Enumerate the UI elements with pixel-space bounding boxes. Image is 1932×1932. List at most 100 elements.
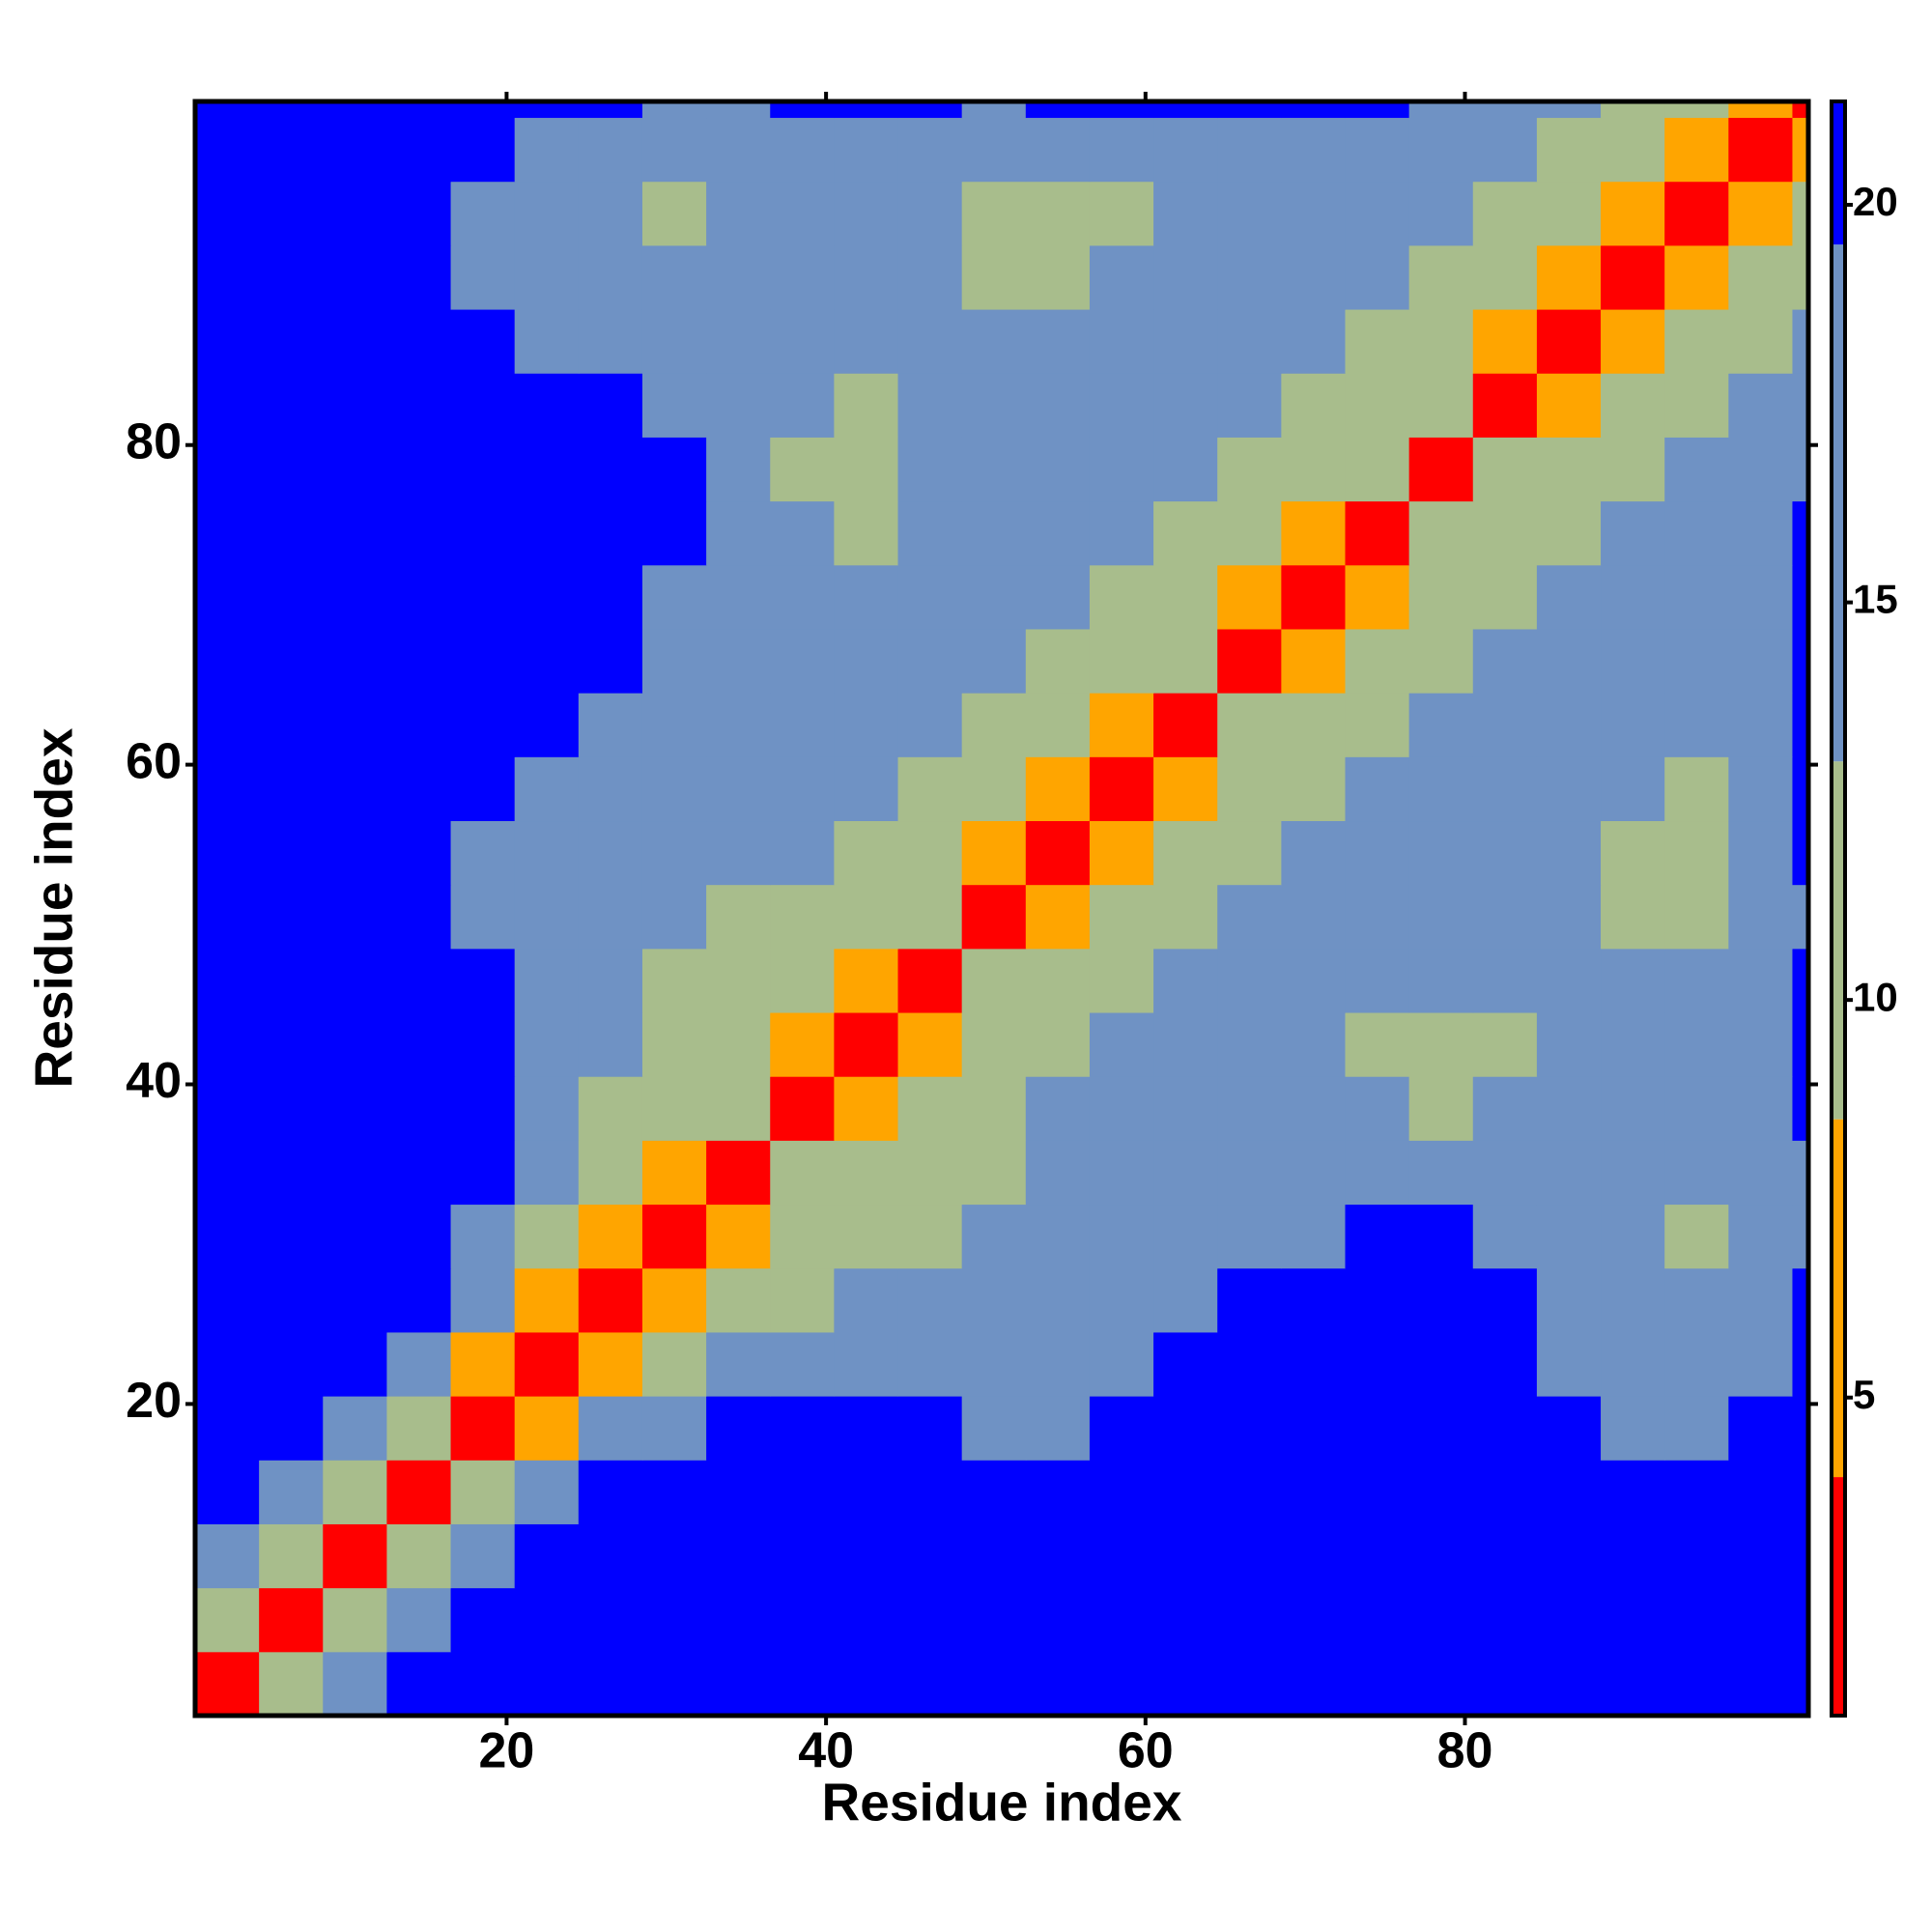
heatmap-cell — [259, 373, 324, 438]
heatmap-cell — [1153, 948, 1218, 1013]
heatmap-cell — [450, 693, 516, 757]
heatmap-cell — [1728, 820, 1793, 886]
heatmap-cell — [1792, 628, 1809, 694]
colorbar-band — [1832, 244, 1845, 762]
heatmap-cell — [1408, 101, 1474, 119]
heatmap-cell — [770, 1396, 835, 1461]
heatmap-cell — [1472, 948, 1538, 1013]
heatmap-cell — [259, 756, 324, 822]
heatmap-cell — [1153, 1587, 1218, 1653]
heatmap-cell — [514, 181, 580, 246]
heatmap-cell — [386, 117, 452, 183]
heatmap-cell — [897, 1140, 963, 1206]
heatmap-cell — [1217, 1587, 1282, 1653]
heatmap-cell — [1792, 1012, 1809, 1077]
heatmap-cell — [706, 1651, 771, 1717]
heatmap-cell — [578, 820, 643, 886]
heatmap-cell — [1472, 564, 1538, 630]
heatmap-cell — [514, 756, 580, 822]
heatmap-cell — [834, 1140, 899, 1206]
heatmap-cell — [706, 244, 771, 310]
heatmap-cell — [1792, 1523, 1809, 1589]
heatmap-cell — [1472, 309, 1538, 374]
heatmap-cell — [578, 101, 643, 119]
heatmap-cell — [1408, 1331, 1474, 1397]
heatmap-cell — [961, 884, 1027, 950]
heatmap-cell — [1025, 181, 1091, 246]
heatmap-cell — [386, 948, 452, 1013]
heatmap-cell — [834, 756, 899, 822]
heatmap-cell — [1217, 1140, 1282, 1206]
heatmap-cell — [706, 101, 771, 119]
heatmap-cell — [1345, 1267, 1410, 1333]
heatmap-cell — [259, 1396, 324, 1461]
heatmap-cell — [1281, 437, 1346, 502]
heatmap-cell — [450, 1012, 516, 1077]
heatmap-cell — [514, 500, 580, 566]
heatmap-cell — [259, 948, 324, 1013]
heatmap-cell — [1664, 117, 1729, 183]
heatmap-cell — [897, 1523, 963, 1589]
heatmap-cell — [897, 948, 963, 1013]
heatmap-cell — [1281, 1012, 1346, 1077]
heatmap-cell — [897, 181, 963, 246]
heatmap-cell — [706, 1140, 771, 1206]
heatmap-cell — [514, 373, 580, 438]
heatmap-cell — [897, 884, 963, 950]
heatmap-cell — [323, 1076, 387, 1141]
heatmap-cell — [834, 1331, 899, 1397]
heatmap-cell — [1601, 1523, 1665, 1589]
heatmap-cell — [195, 181, 260, 246]
heatmap-cell — [1089, 1460, 1154, 1524]
heatmap-cell — [323, 1140, 387, 1206]
heatmap-cell — [706, 948, 771, 1013]
heatmap-cell — [323, 1204, 387, 1269]
heatmap-cell — [1472, 1267, 1538, 1333]
heatmap-cell — [1345, 181, 1410, 246]
heatmap-cell — [706, 373, 771, 438]
heatmap-cell — [195, 1460, 260, 1524]
heatmap-cell — [1536, 756, 1602, 822]
colorbar-band — [1832, 1477, 1845, 1716]
heatmap-cell — [834, 1651, 899, 1717]
heatmap-cell — [770, 756, 835, 822]
heatmap-cell — [259, 1651, 324, 1717]
heatmap-cell — [1345, 309, 1410, 374]
heatmap-cell — [897, 500, 963, 566]
heatmap-cell — [1601, 820, 1665, 886]
heatmap-cell — [1345, 244, 1410, 310]
heatmap-cell — [1664, 437, 1729, 502]
heatmap-cell — [1472, 1012, 1538, 1077]
heatmap-cell — [641, 1523, 707, 1589]
heatmap-cell — [1345, 117, 1410, 183]
heatmap-cell — [578, 1012, 643, 1077]
heatmap-cell — [259, 117, 324, 183]
heatmap-cell — [1728, 564, 1793, 630]
heatmap-cell — [450, 500, 516, 566]
heatmap-cell — [1664, 1523, 1729, 1589]
heatmap-cell — [1601, 756, 1665, 822]
heatmap-cell — [386, 820, 452, 886]
heatmap-cell — [1408, 948, 1474, 1013]
heatmap-cell — [1217, 1331, 1282, 1397]
heatmap-cell — [1089, 101, 1154, 119]
heatmap-cell — [1345, 884, 1410, 950]
heatmap-cell — [897, 1076, 963, 1141]
colorbar-tick-label: 20 — [1853, 179, 1898, 224]
heatmap-cell — [641, 101, 707, 119]
heatmap-cell — [1281, 373, 1346, 438]
heatmap-cell — [1345, 437, 1410, 502]
heatmap-cell — [1345, 1140, 1410, 1206]
heatmap-cell — [323, 117, 387, 183]
heatmap-cell — [1408, 309, 1474, 374]
heatmap-cell — [259, 309, 324, 374]
heatmap-cell — [323, 1012, 387, 1077]
heatmap-cell — [1217, 820, 1282, 886]
x-tick-label: 20 — [479, 1723, 535, 1779]
heatmap-cell — [1664, 309, 1729, 374]
heatmap-cell — [961, 1460, 1027, 1524]
heatmap-cell — [961, 756, 1027, 822]
heatmap-cell — [1601, 564, 1665, 630]
heatmap-cell — [1472, 244, 1538, 310]
heatmap-cell — [195, 244, 260, 310]
